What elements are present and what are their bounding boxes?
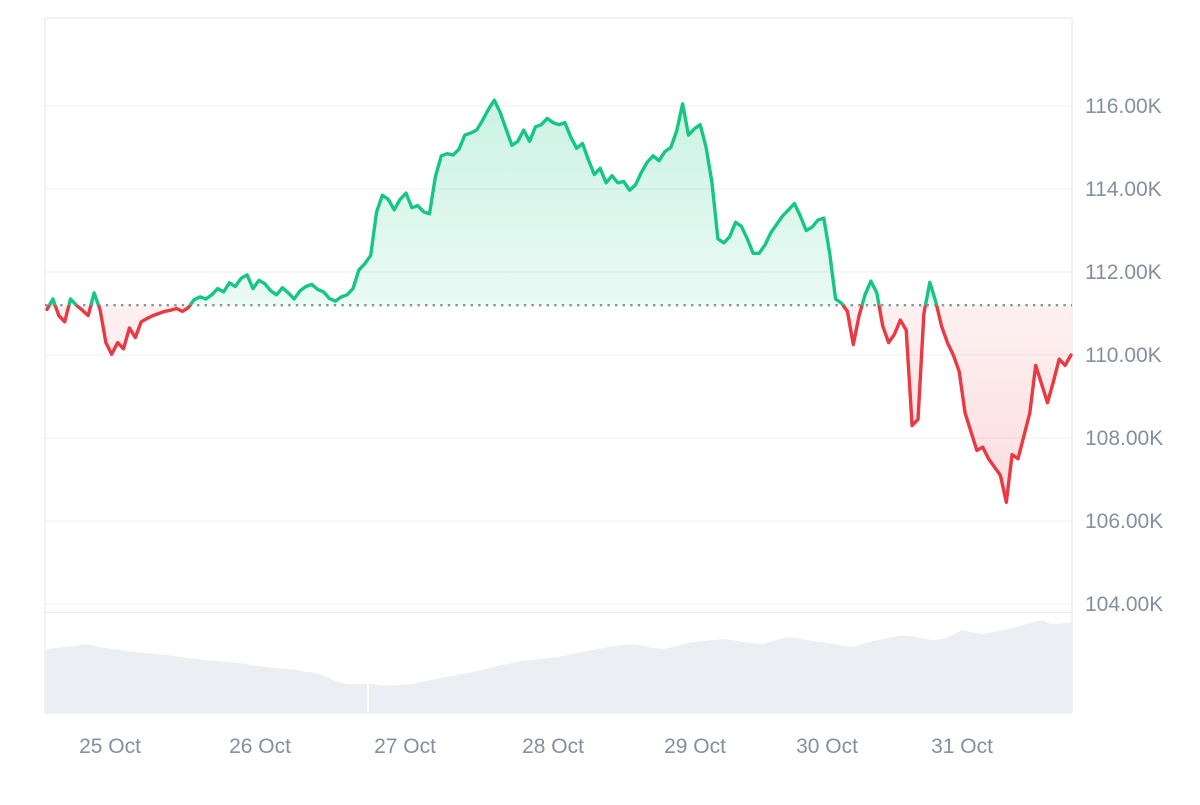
y-axis-label: 116.00K [1085,95,1162,118]
y-axis-label: 110.00K [1085,344,1162,367]
x-axis: 25 Oct 26 Oct 27 Oct 28 Oct 29 Oct 30 Oct 31 O… [79,735,993,758]
y-axis-label: 104.00K [1085,593,1163,616]
y-axis-label: 112.00K [1085,261,1162,284]
price-line-up [47,98,939,306]
x-axis-label: 28 Oct [522,735,584,758]
x-axis-label: 25 Oct [79,735,141,758]
x-axis-label: 30 Oct [796,735,858,758]
x-axis-label: 27 Oct [374,735,436,758]
y-axis-label: 106.00K [1085,510,1163,533]
area-fill-below-baseline [47,305,1071,503]
y-axis-label: 114.00K [1085,178,1162,201]
y-axis: 116.00K 114.00K 112.00K 110.00K 108.00K 106.0… [1085,95,1163,616]
volume-area [45,620,1072,713]
x-axis-label: 26 Oct [229,735,291,758]
price-line-down [45,305,1073,504]
area-fill-above-baseline [47,100,1071,306]
y-axis-label: 108.00K [1085,427,1163,450]
x-axis-label: 29 Oct [664,735,726,758]
x-axis-label: 31 Oct [931,735,993,758]
